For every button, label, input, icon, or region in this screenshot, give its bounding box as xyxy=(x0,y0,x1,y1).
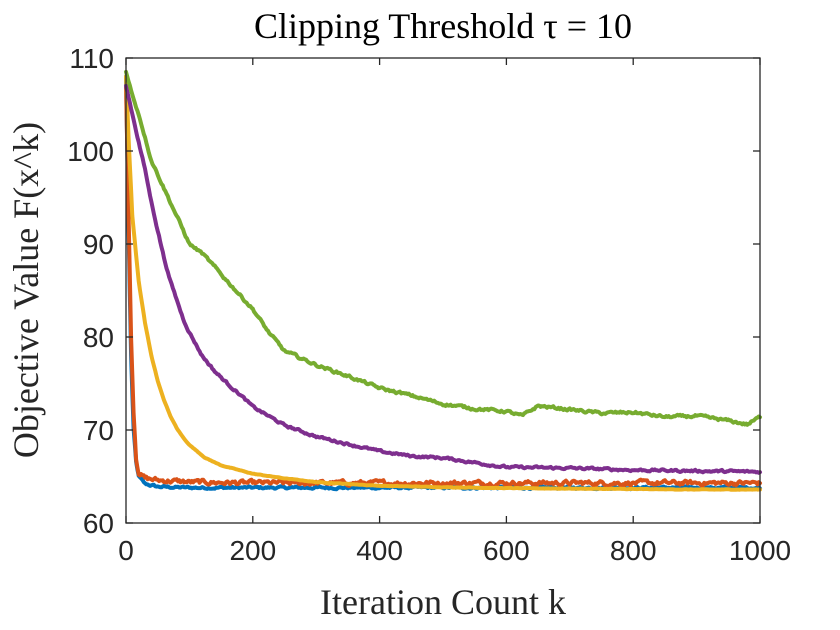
y-tick-label: 70 xyxy=(83,415,114,446)
series-green-line xyxy=(124,69,762,427)
y-tick-label: 60 xyxy=(83,508,114,539)
y-tick-label: 110 xyxy=(69,43,114,74)
axes-layer: 0 200 400 600 800 1000 60 70 80 90 100 110 xyxy=(67,43,791,566)
x-tick-label: 400 xyxy=(356,535,403,566)
x-tick-label: 200 xyxy=(229,535,276,566)
x-axis-label: Iteration Count k xyxy=(320,582,566,622)
chart-title: Clipping Threshold τ = 10 xyxy=(254,6,632,46)
y-tick-label: 100 xyxy=(67,136,114,167)
y-axis-label: Objective Value F(x^k) xyxy=(6,122,46,458)
series-layer xyxy=(124,69,762,492)
x-tick-label: 600 xyxy=(483,535,530,566)
series-yellow-line xyxy=(124,74,762,492)
y-tick-label: 80 xyxy=(83,322,114,353)
y-tick-label: 90 xyxy=(83,229,114,260)
x-tick-label: 0 xyxy=(118,535,134,566)
x-tick-label: 800 xyxy=(610,535,657,566)
axes-frame xyxy=(125,57,761,524)
series-red-line xyxy=(124,83,762,489)
plot-area xyxy=(126,58,760,523)
x-tick-label: 1000 xyxy=(729,535,791,566)
series-purple-line xyxy=(124,83,762,475)
